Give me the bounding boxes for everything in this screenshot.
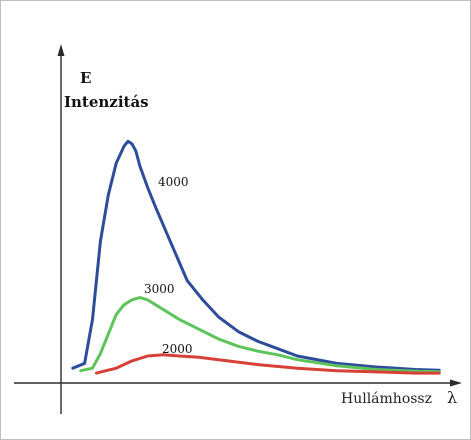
y-axis-label: Intenzitás	[64, 93, 149, 111]
x-axis-arrow	[450, 379, 462, 387]
series-line-3000	[79, 296, 441, 374]
series-line-4000	[71, 139, 441, 372]
series-layer	[71, 139, 441, 375]
y-axis-symbol: E	[80, 69, 91, 87]
x-axis-symbol: λ	[447, 388, 457, 407]
series-label-2000: 2000	[162, 342, 193, 356]
series-label-3000: 3000	[144, 282, 175, 296]
y-axis-arrow	[57, 44, 65, 56]
series-label-4000: 4000	[158, 175, 189, 189]
x-axis-label: Hullámhossz	[341, 391, 432, 407]
series-line-2000	[95, 353, 441, 375]
